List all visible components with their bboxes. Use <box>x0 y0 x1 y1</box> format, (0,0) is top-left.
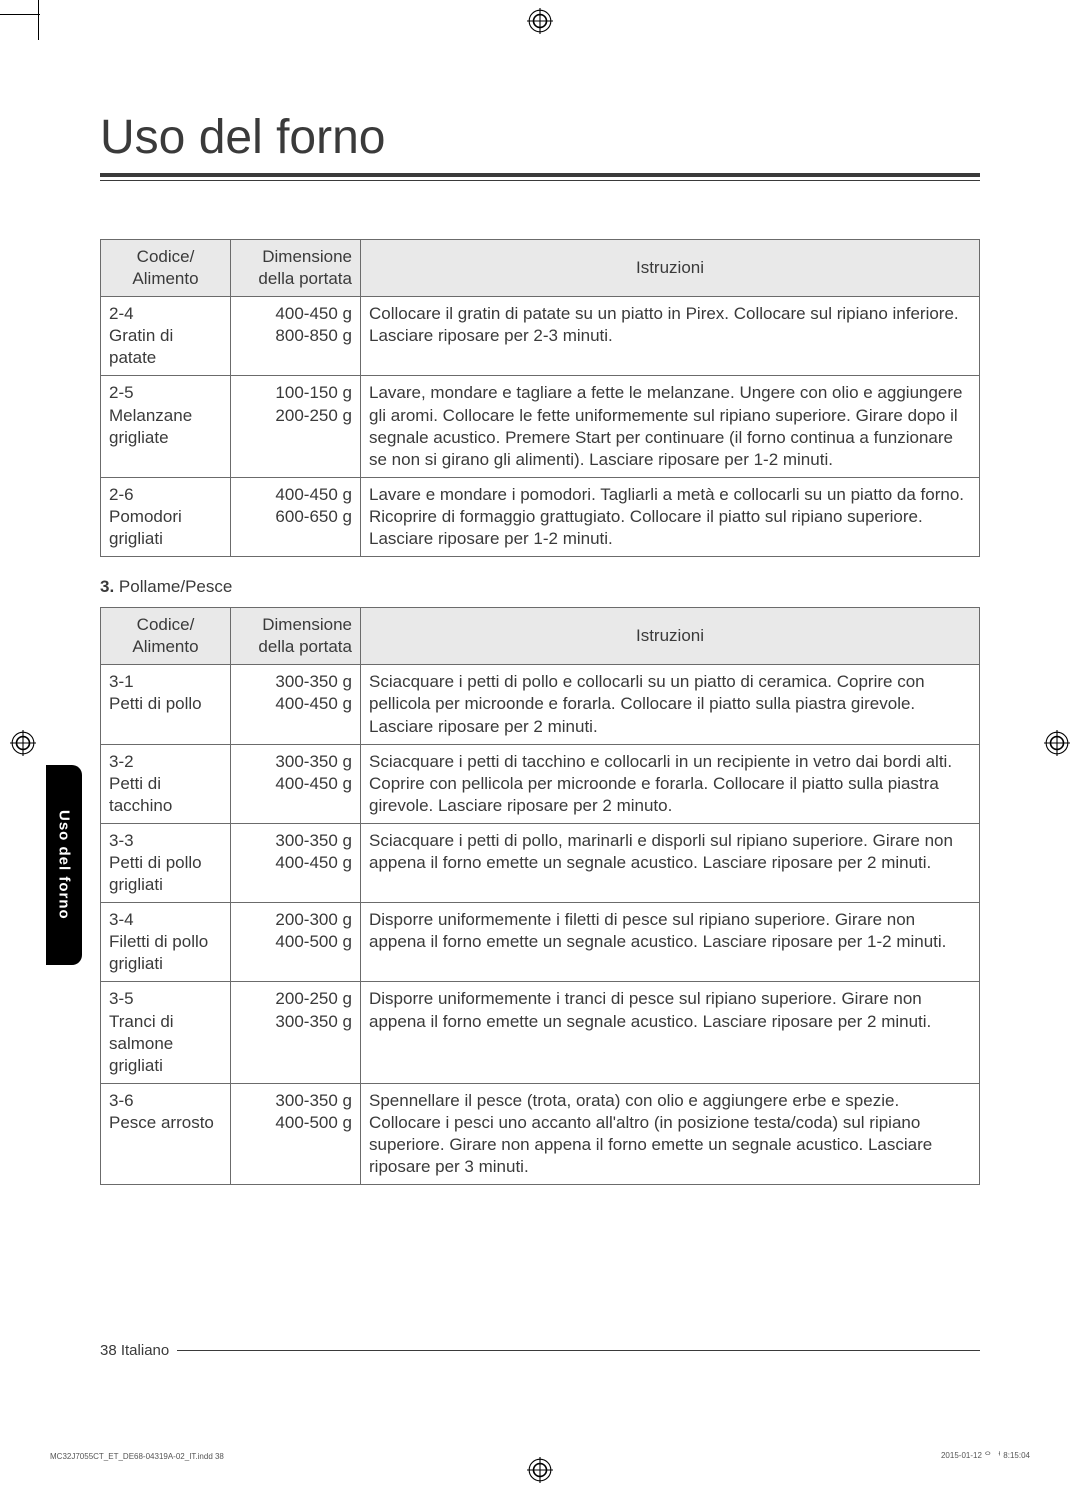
cell-instr: Lavare, mondare e tagliare a fette le me… <box>361 376 980 477</box>
table-row: 3-3Petti di pollo grigliati 300-350 g400… <box>101 823 980 902</box>
cooking-table-2: Codice/Alimento Dimensionedella portata … <box>100 607 980 1185</box>
cell-dim: 100-150 g200-250 g <box>231 376 361 477</box>
registration-mark <box>1044 730 1070 756</box>
cell-instr: Collocare il gratin di patate su un piat… <box>361 297 980 376</box>
cell-instr: Spennellare il pesce (trota, orata) con … <box>361 1083 980 1184</box>
cell-dim: 300-350 g400-450 g <box>231 823 361 902</box>
table-header-code: Codice/Alimento <box>101 608 231 665</box>
cell-code: 3-3Petti di pollo grigliati <box>101 823 231 902</box>
side-tab-label: Uso del forno <box>56 810 73 920</box>
cell-dim: 300-350 g400-450 g <box>231 665 361 744</box>
table-row: 3-2Petti di tacchino 300-350 g400-450 g … <box>101 744 980 823</box>
section-3-text: Pollame/Pesce <box>119 577 232 596</box>
cell-instr: Disporre uniformemente i tranci di pesce… <box>361 982 980 1083</box>
section-3-label: 3. Pollame/Pesce <box>100 577 980 597</box>
cell-dim: 300-350 g400-450 g <box>231 744 361 823</box>
cell-dim: 300-350 g400-500 g <box>231 1083 361 1184</box>
print-file-label: MC32J7055CT_ET_DE68-04319A-02_IT.indd 38 <box>50 1452 224 1461</box>
table-header-instr: Istruzioni <box>361 240 980 297</box>
table-row: 2-4Gratin di patate 400-450 g800-850 g C… <box>101 297 980 376</box>
cell-code: 2-4Gratin di patate <box>101 297 231 376</box>
footer-rule <box>177 1350 980 1351</box>
title-rule-thin <box>100 180 980 181</box>
cell-dim: 400-450 g600-650 g <box>231 477 361 556</box>
cell-dim: 400-450 g800-850 g <box>231 297 361 376</box>
cell-instr: Sciacquare i petti di tacchino e colloca… <box>361 744 980 823</box>
table-header-dim: Dimensionedella portata <box>231 608 361 665</box>
crop-mark <box>0 14 40 15</box>
cell-dim: 200-250 g300-350 g <box>231 982 361 1083</box>
cell-instr: Sciacquare i petti di pollo e collocarli… <box>361 665 980 744</box>
registration-mark <box>527 1457 553 1483</box>
side-tab: Uso del forno <box>46 765 82 965</box>
title-rule <box>100 173 980 177</box>
cell-code: 3-5Tranci di salmone grigliati <box>101 982 231 1083</box>
table-header-instr: Istruzioni <box>361 608 980 665</box>
page-content: Uso del forno Codice/Alimento Dimensione… <box>100 110 980 1185</box>
cell-code: 3-2Petti di tacchino <box>101 744 231 823</box>
section-3-num: 3. <box>100 577 114 596</box>
cell-instr: Lavare e mondare i pomodori. Tagliarli a… <box>361 477 980 556</box>
cell-code: 2-5Melanzane grigliate <box>101 376 231 477</box>
table-row: 3-4Filetti di pollo grigliati 200-300 g4… <box>101 903 980 982</box>
table-header-code: Codice/Alimento <box>101 240 231 297</box>
table-row: 3-1Petti di pollo 300-350 g400-450 g Sci… <box>101 665 980 744</box>
print-time-label: 2015-01-12 ᄋ ᅥ 8:15:04 <box>941 1450 1030 1461</box>
cell-code: 2-6Pomodori grigliati <box>101 477 231 556</box>
table-row: 3-5Tranci di salmone grigliati 200-250 g… <box>101 982 980 1083</box>
cell-dim: 200-300 g400-500 g <box>231 903 361 982</box>
registration-mark <box>527 8 553 34</box>
cooking-table-1: Codice/Alimento Dimensionedella portata … <box>100 239 980 557</box>
crop-mark <box>38 0 39 40</box>
cell-code: 3-4Filetti di pollo grigliati <box>101 903 231 982</box>
table-header-dim: Dimensionedella portata <box>231 240 361 297</box>
table-row: 2-6Pomodori grigliati 400-450 g600-650 g… <box>101 477 980 556</box>
cell-code: 3-1Petti di pollo <box>101 665 231 744</box>
page-footer: 38 Italiano <box>100 1342 980 1359</box>
table-row: 3-6Pesce arrosto 300-350 g400-500 g Spen… <box>101 1083 980 1184</box>
cell-instr: Sciacquare i petti di pollo, marinarli e… <box>361 823 980 902</box>
table-row: 2-5Melanzane grigliate 100-150 g200-250 … <box>101 376 980 477</box>
cell-instr: Disporre uniformemente i filetti di pesc… <box>361 903 980 982</box>
page-number: 38 Italiano <box>100 1342 169 1359</box>
page-title: Uso del forno <box>100 110 980 165</box>
registration-mark <box>10 730 36 756</box>
cell-code: 3-6Pesce arrosto <box>101 1083 231 1184</box>
